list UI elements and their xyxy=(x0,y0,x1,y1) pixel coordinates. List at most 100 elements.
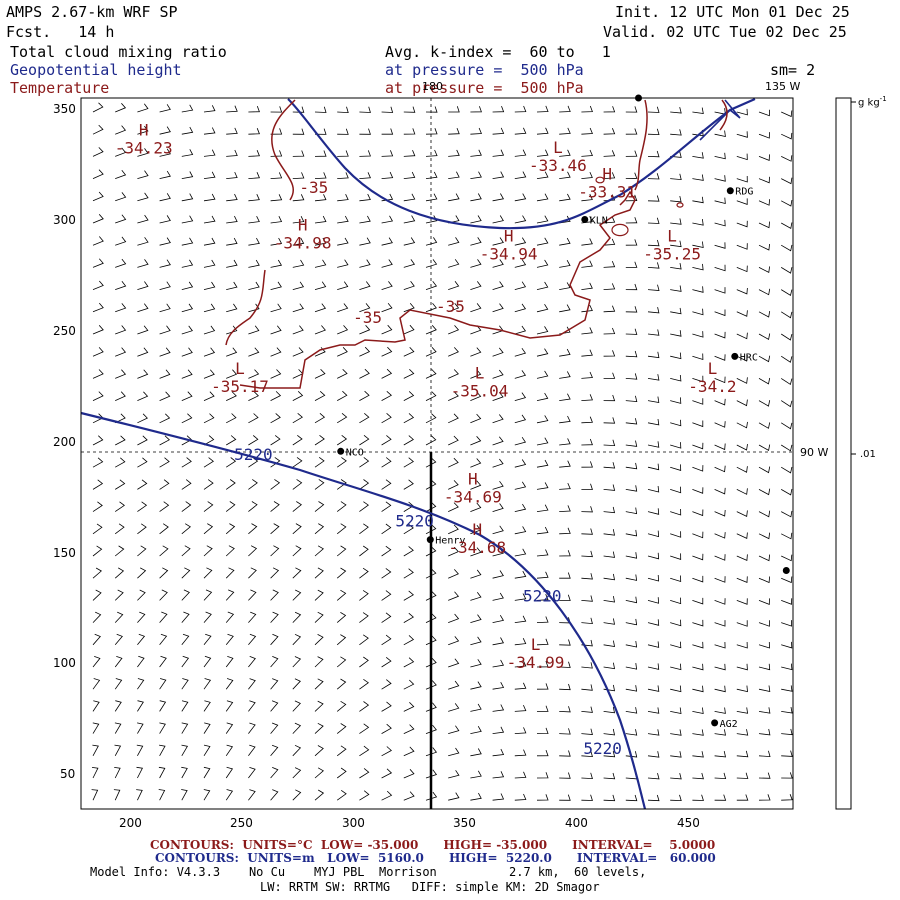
wind-barb xyxy=(559,794,571,801)
wind-barb xyxy=(425,369,437,379)
wind-barb xyxy=(403,106,416,113)
wind-barb xyxy=(359,523,369,535)
wind-barb xyxy=(647,707,660,714)
wind-barb xyxy=(514,749,527,757)
wind-barb xyxy=(403,215,416,224)
wind-barb xyxy=(181,193,194,202)
wind-barb xyxy=(536,459,549,468)
wind-barb xyxy=(425,635,437,646)
wind-barb xyxy=(736,663,748,671)
wind-barb xyxy=(514,215,527,224)
wind-barb xyxy=(403,590,414,601)
wind-barb xyxy=(425,347,437,357)
extremum-letter: H xyxy=(504,227,514,246)
wind-barb xyxy=(159,303,171,313)
wind-barb xyxy=(203,633,212,646)
extremum-value: -34.99 xyxy=(507,653,565,672)
wind-barb xyxy=(536,638,549,646)
wind-barb xyxy=(470,458,482,468)
wind-barb xyxy=(314,456,325,468)
wind-barb xyxy=(381,215,394,224)
wind-barb xyxy=(114,744,122,756)
wind-barb xyxy=(603,573,615,581)
wind-barb xyxy=(425,769,438,779)
wind-barb xyxy=(714,331,726,339)
wind-barb xyxy=(581,438,593,446)
wind-barb xyxy=(514,548,527,557)
wind-barb xyxy=(603,283,616,290)
wind-barb xyxy=(314,303,327,313)
wind-barb xyxy=(647,530,660,538)
wind-barb xyxy=(115,103,127,113)
wind-barb xyxy=(425,391,437,401)
wind-barb xyxy=(758,728,771,736)
wind-barb xyxy=(159,126,171,135)
wind-barb xyxy=(203,281,216,290)
wind-barb xyxy=(226,413,237,424)
wind-barb xyxy=(536,526,549,535)
wind-barb xyxy=(581,595,593,602)
wind-barb xyxy=(692,353,704,361)
wind-barb xyxy=(492,570,504,579)
wind-barb xyxy=(181,104,194,113)
wind-barb xyxy=(448,613,460,623)
wind-barb xyxy=(492,281,504,290)
y-tick: 100 xyxy=(53,656,76,670)
height-contour-north xyxy=(287,97,756,230)
extremum-letter: H xyxy=(139,121,149,140)
wind-barb xyxy=(337,347,348,357)
wind-barb xyxy=(692,465,704,472)
meridian-180-label: 180 xyxy=(422,80,443,93)
wind-barb xyxy=(736,287,748,295)
wind-barb xyxy=(470,413,482,424)
wind-barb xyxy=(359,612,369,623)
wind-barb xyxy=(314,369,326,379)
wind-barb xyxy=(114,589,124,601)
wind-barb xyxy=(514,325,527,335)
wind-barb xyxy=(270,216,283,224)
wind-barb xyxy=(425,791,438,801)
temperature-contour-blob xyxy=(676,202,684,208)
wind-barb xyxy=(625,507,638,515)
wind-barb xyxy=(403,702,415,712)
wind-barb xyxy=(448,413,459,424)
wind-barb xyxy=(603,327,616,335)
wind-barb xyxy=(625,685,638,692)
wind-barb xyxy=(692,331,704,338)
wind-barb xyxy=(603,394,616,402)
wind-barb xyxy=(203,589,213,601)
wind-barb xyxy=(780,444,793,452)
wind-barb xyxy=(159,611,168,623)
wind-barb xyxy=(647,574,660,582)
wind-barb xyxy=(359,656,369,668)
wind-barb xyxy=(536,303,549,313)
wind-barb xyxy=(692,442,704,450)
wind-barb xyxy=(470,569,482,579)
wind-barb xyxy=(781,532,793,540)
wind-barb xyxy=(692,398,704,405)
wind-barb xyxy=(492,193,505,202)
wind-barb xyxy=(536,127,549,135)
wind-barb xyxy=(714,287,726,294)
wind-barb xyxy=(337,215,349,224)
wind-barb xyxy=(181,678,189,690)
wind-barb xyxy=(736,685,748,693)
wind-barb xyxy=(492,149,505,157)
wind-barb xyxy=(92,147,104,157)
wind-barb xyxy=(714,398,726,406)
wind-barb xyxy=(714,197,726,205)
wind-barb xyxy=(403,769,415,779)
wind-barb xyxy=(314,722,324,734)
wind-barb xyxy=(647,485,660,493)
wind-barb xyxy=(448,457,459,468)
wind-barb xyxy=(114,633,123,646)
y-tick: 150 xyxy=(53,546,76,560)
wind-barb xyxy=(492,127,505,135)
wind-barb xyxy=(692,729,704,736)
station-dot xyxy=(337,447,345,455)
wind-barb xyxy=(470,436,482,446)
wind-barb xyxy=(203,523,214,535)
wind-barb xyxy=(714,242,726,249)
wind-barb xyxy=(492,682,505,690)
wind-barb xyxy=(492,592,504,601)
